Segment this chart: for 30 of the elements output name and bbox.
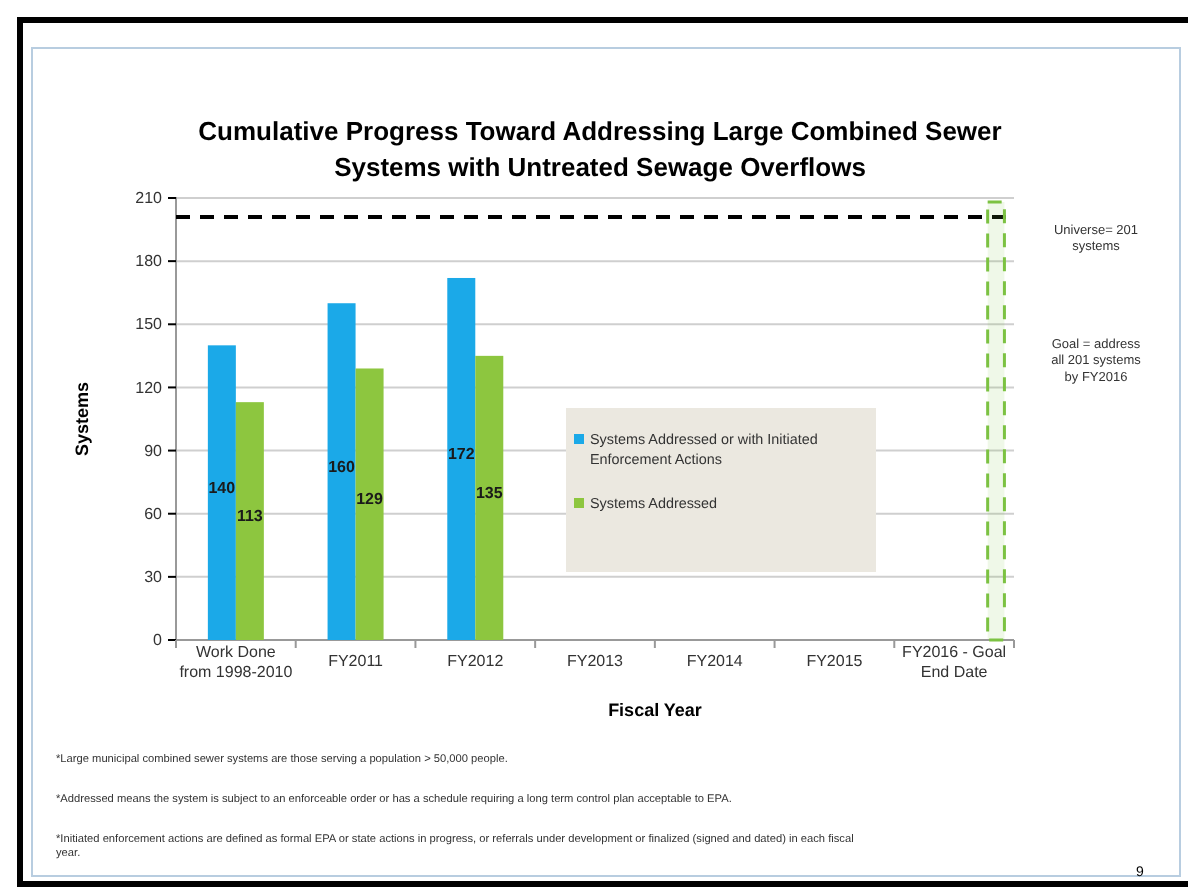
data-label: 135 (475, 483, 504, 502)
x-axis-title: Fiscal Year (608, 700, 703, 720)
data-label: 160 (328, 457, 357, 476)
bar (235, 402, 264, 640)
data-label: 140 (208, 478, 237, 497)
data-label: 113 (236, 507, 264, 526)
bar (355, 368, 384, 640)
data-label: 172 (447, 444, 476, 463)
y-tick-label: 60 (144, 504, 164, 523)
y-tick-label: 0 (153, 631, 164, 650)
x-tick-label: FY2011 (328, 652, 385, 670)
bar (327, 303, 356, 640)
bar (447, 277, 476, 640)
y-tick-label: 210 (135, 189, 164, 208)
y-tick-label: 150 (135, 315, 164, 334)
y-tick-label: 90 (144, 441, 164, 460)
x-tick-label: FY2016 - Goal End Date (902, 643, 1007, 681)
y-tick-label: 30 (144, 567, 164, 586)
y-tick-label: 180 (135, 252, 164, 271)
y-tick-label: 120 (135, 378, 164, 397)
x-tick-label: FY2013 (566, 652, 625, 670)
x-tick-label: FY2012 (447, 652, 505, 670)
x-tick-label: FY2014 (686, 652, 744, 670)
x-tick-label: FY2015 (806, 652, 864, 670)
bar (207, 345, 236, 640)
bar (475, 355, 504, 640)
x-tick-label: Work Done from 1998-2010 (179, 643, 294, 681)
data-label: 129 (356, 490, 385, 509)
chart-title: Cumulative Progress Toward Addressing Large Combined Sewer Systems with Untreated Sewage Overflows (198, 116, 1002, 182)
y-axis-title: Systems (72, 381, 92, 457)
